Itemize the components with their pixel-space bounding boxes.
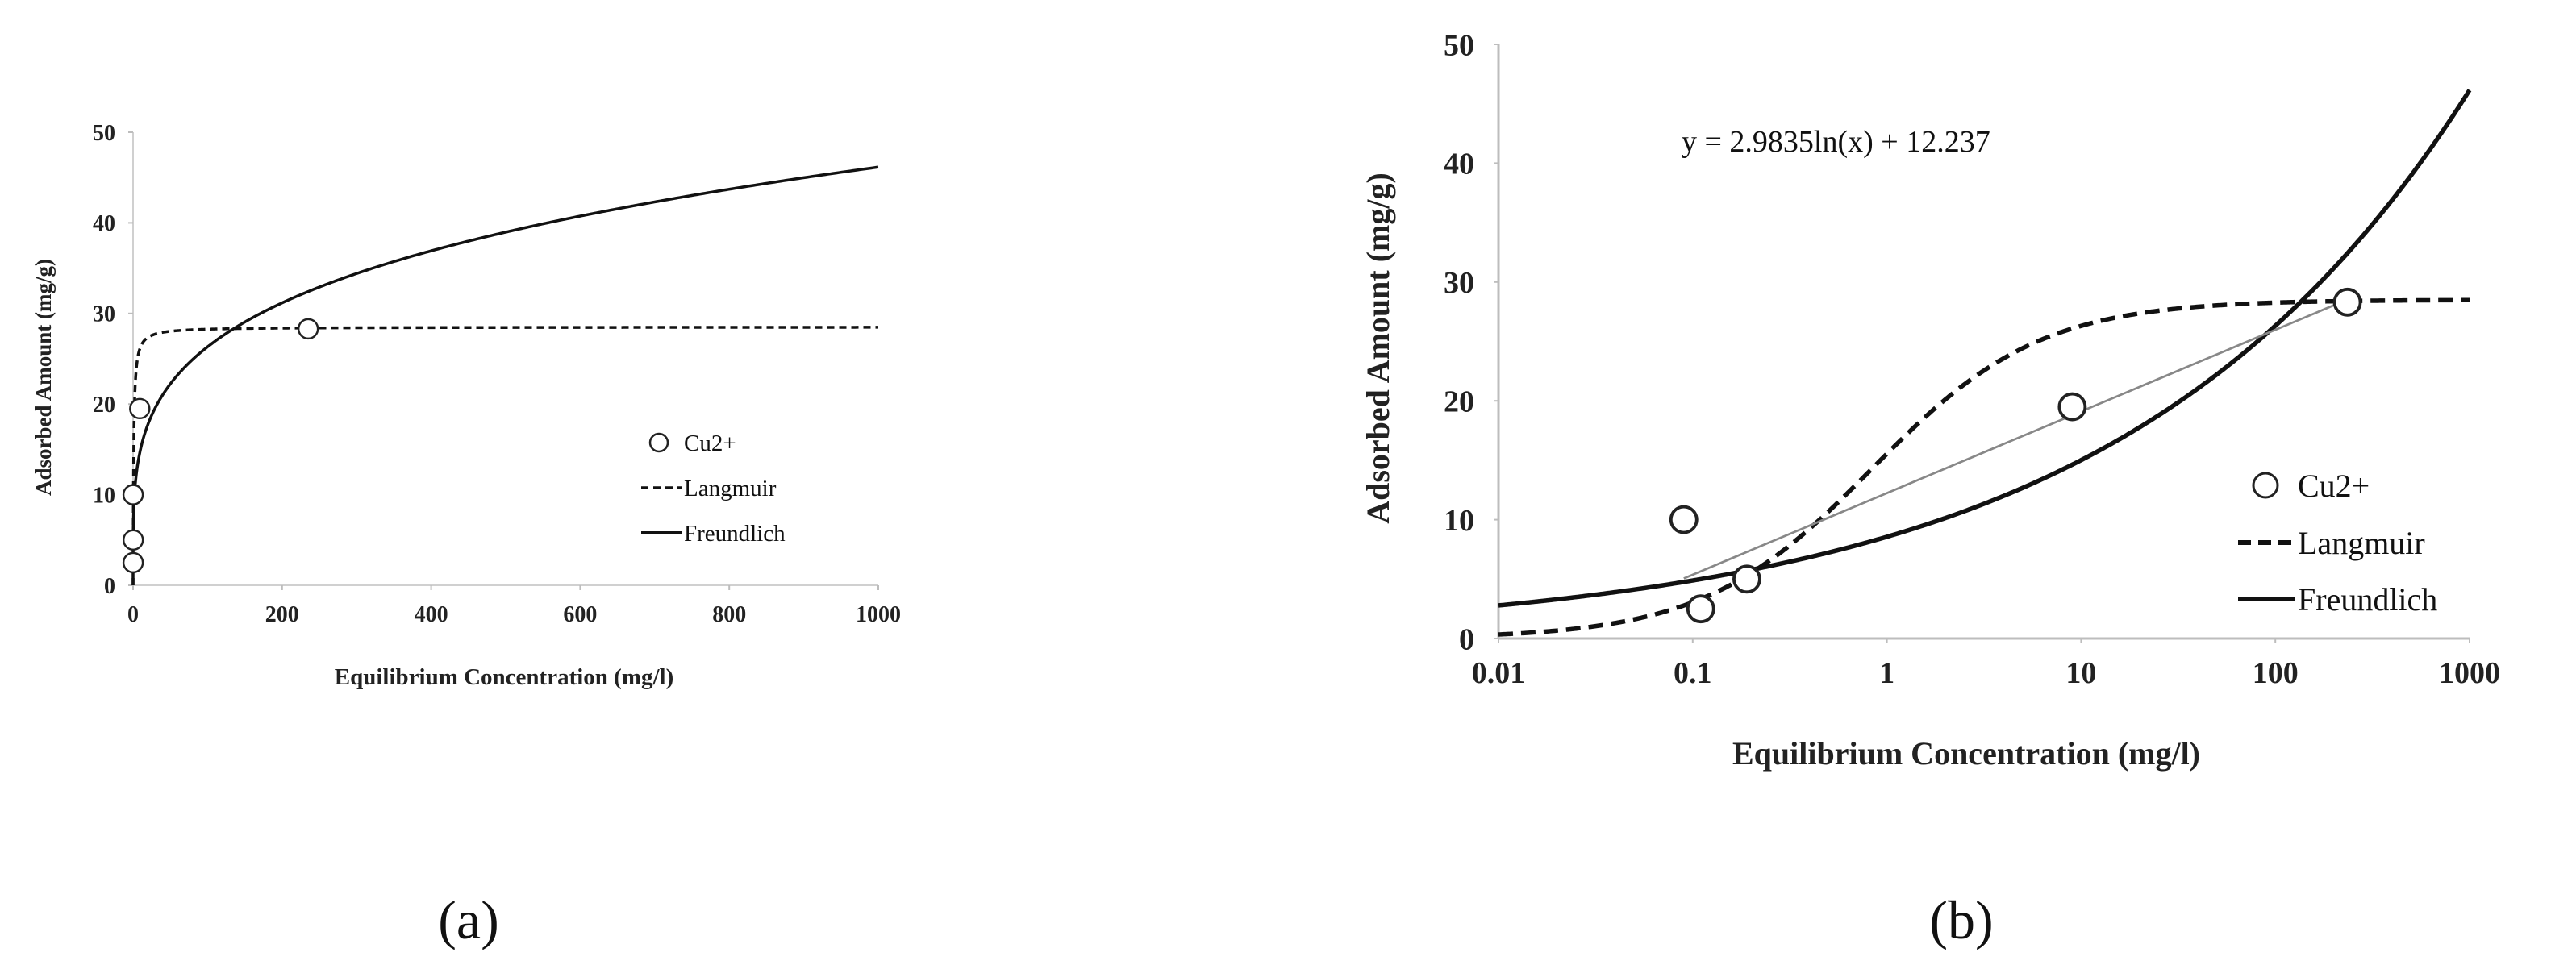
data-point-cu2: [2332, 287, 2362, 317]
data-point-cu2: [122, 529, 144, 551]
y-tick-label: 0: [1459, 622, 1474, 656]
legend-label-freundlich: Freundlich: [2298, 581, 2437, 618]
y-tick-label: 40: [1444, 148, 1474, 181]
y-tick-label: 10: [1444, 504, 1474, 538]
legend-label-cu2: Cu2+: [684, 431, 736, 456]
x-tick-label: 100: [2253, 656, 2299, 690]
freundlich-curve: [131, 165, 879, 585]
langmuir-curve: [131, 326, 878, 585]
legend-label-langmuir: Langmuir: [2298, 525, 2425, 561]
legend-label-freundlich: Freundlich: [684, 521, 786, 547]
x-tick-label: 400: [415, 602, 448, 627]
legend-marker-cu2: [648, 432, 669, 453]
y-axis-label: Adsorbed Amount (mg/g): [1360, 173, 1396, 524]
x-axis-label: Equilibrium Concentration (mg/l): [335, 664, 674, 690]
x-tick-label: 200: [265, 602, 299, 627]
data-point-cu2: [1669, 505, 1699, 534]
data-point-cu2: [1686, 594, 1715, 624]
y-tick-label: 50: [93, 121, 115, 146]
x-tick-label: 10: [2065, 656, 2096, 690]
data-point-cu2: [2057, 392, 2087, 422]
x-tick-label: 1000: [856, 602, 901, 627]
y-tick-label: 30: [93, 302, 115, 327]
legend-marker-cu2: [2252, 472, 2279, 499]
x-tick-label: 600: [563, 602, 597, 627]
y-tick-label: 50: [1444, 28, 1474, 62]
y-tick-label: 10: [93, 483, 115, 508]
panel-label-b: (b): [1929, 889, 1993, 950]
data-point-cu2: [1732, 564, 1761, 594]
legend: Cu2+ Langmuir Freundlich: [2238, 468, 2437, 618]
chart-panel-b: 0 10 20 30 40 50 0.01 0.1 1 10 100 1000 y = 2.9835…: [1360, 28, 2500, 950]
y-tick-label: 30: [1444, 266, 1474, 300]
x-tick-label: 0.1: [1674, 656, 1712, 690]
x-tick-label: 0.01: [1472, 656, 1526, 690]
legend-label-langmuir: Langmuir: [684, 476, 777, 501]
data-point-cu2: [122, 484, 144, 505]
x-tick-label: 1000: [2439, 656, 2500, 690]
chart-panel-a: 0 10 20 30 40 50 0 200 400 600 800 1000 Adsorbed A…: [31, 121, 901, 950]
y-tick-label: 40: [93, 211, 115, 236]
panel-label-a: (a): [438, 889, 498, 950]
legend: Cu2+ Langmuir Freundlich: [641, 431, 786, 547]
x-tick-label: 800: [712, 602, 746, 627]
freundlich-curve: [1498, 89, 2472, 608]
langmuir-curve: [1498, 297, 2470, 637]
data-point-cu2: [297, 318, 319, 340]
trendline: [1683, 298, 2349, 580]
x-tick-label: 0: [127, 602, 139, 627]
legend-label-cu2: Cu2+: [2298, 468, 2370, 504]
y-axis-label: Adsorbed Amount (mg/g): [31, 259, 56, 496]
x-tick-label: 1: [1879, 656, 1894, 690]
y-tick-label: 20: [1444, 385, 1474, 419]
data-point-cu2: [122, 551, 144, 574]
data-point-cu2: [129, 397, 151, 420]
y-tick-label: 0: [104, 574, 115, 599]
trendline-equation: y = 2.9835ln(x) + 12.237: [1682, 125, 1990, 159]
x-axis-label: Equilibrium Concentration (mg/l): [1732, 735, 2200, 772]
y-tick-label: 20: [93, 393, 115, 418]
